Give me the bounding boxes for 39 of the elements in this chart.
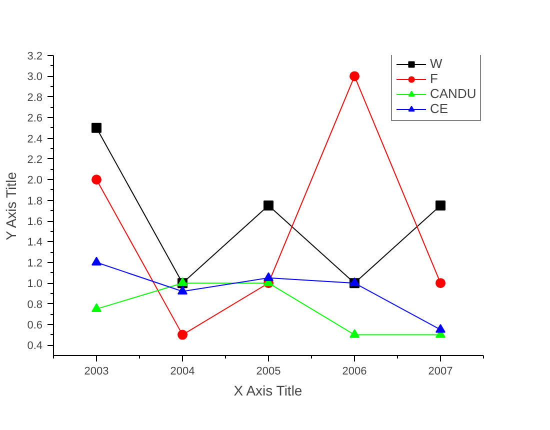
legend-label: CE xyxy=(430,101,450,116)
y-tick-label: 1.6 xyxy=(27,216,43,228)
x-tick-label: 2007 xyxy=(428,366,453,378)
y-tick-label: 0.8 xyxy=(27,298,43,311)
x-tick-label: 2005 xyxy=(256,366,281,378)
y-tick-label: 1.2 xyxy=(27,257,43,270)
point xyxy=(178,286,188,294)
y-tick-label: 0.4 xyxy=(27,340,43,352)
x-tick-label: 2003 xyxy=(84,366,109,378)
point xyxy=(264,272,274,282)
point xyxy=(92,303,102,312)
point xyxy=(178,330,188,340)
x-axis-title: X Axis Title xyxy=(234,382,302,398)
y-tick-label: 2.4 xyxy=(27,133,43,146)
y-tick-label: 1.4 xyxy=(27,236,43,249)
point xyxy=(350,329,360,338)
x-tick-label: 2004 xyxy=(170,366,195,378)
y-tick-label: 3.0 xyxy=(27,71,43,84)
y-tick-label: 1.0 xyxy=(27,278,43,290)
y-tick-label: 2.6 xyxy=(27,112,43,125)
y-tick-label: 2.2 xyxy=(27,154,43,166)
legend-label: CANDU xyxy=(430,86,476,101)
y-tick-label: 2.0 xyxy=(27,174,43,187)
point xyxy=(92,256,102,266)
legend-label: F xyxy=(430,71,439,86)
point xyxy=(92,122,102,133)
legend-label: W xyxy=(430,56,444,71)
point xyxy=(92,174,102,185)
point xyxy=(436,200,446,210)
y-tick-label: 3.2 xyxy=(27,50,43,62)
y-axis-title: Y Axis Title xyxy=(3,172,20,240)
point xyxy=(350,71,360,82)
point xyxy=(436,324,446,333)
y-tick-label: 0.6 xyxy=(27,319,43,332)
y-tick-label: 1.8 xyxy=(27,195,43,208)
point xyxy=(436,278,446,288)
x-tick-label: 2006 xyxy=(342,366,367,378)
y-tick-label: 2.8 xyxy=(27,92,43,104)
point xyxy=(264,200,274,210)
